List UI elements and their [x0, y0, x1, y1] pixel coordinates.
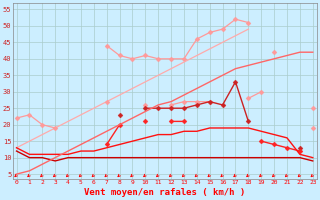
X-axis label: Vent moyen/en rafales ( km/h ): Vent moyen/en rafales ( km/h ): [84, 188, 245, 197]
